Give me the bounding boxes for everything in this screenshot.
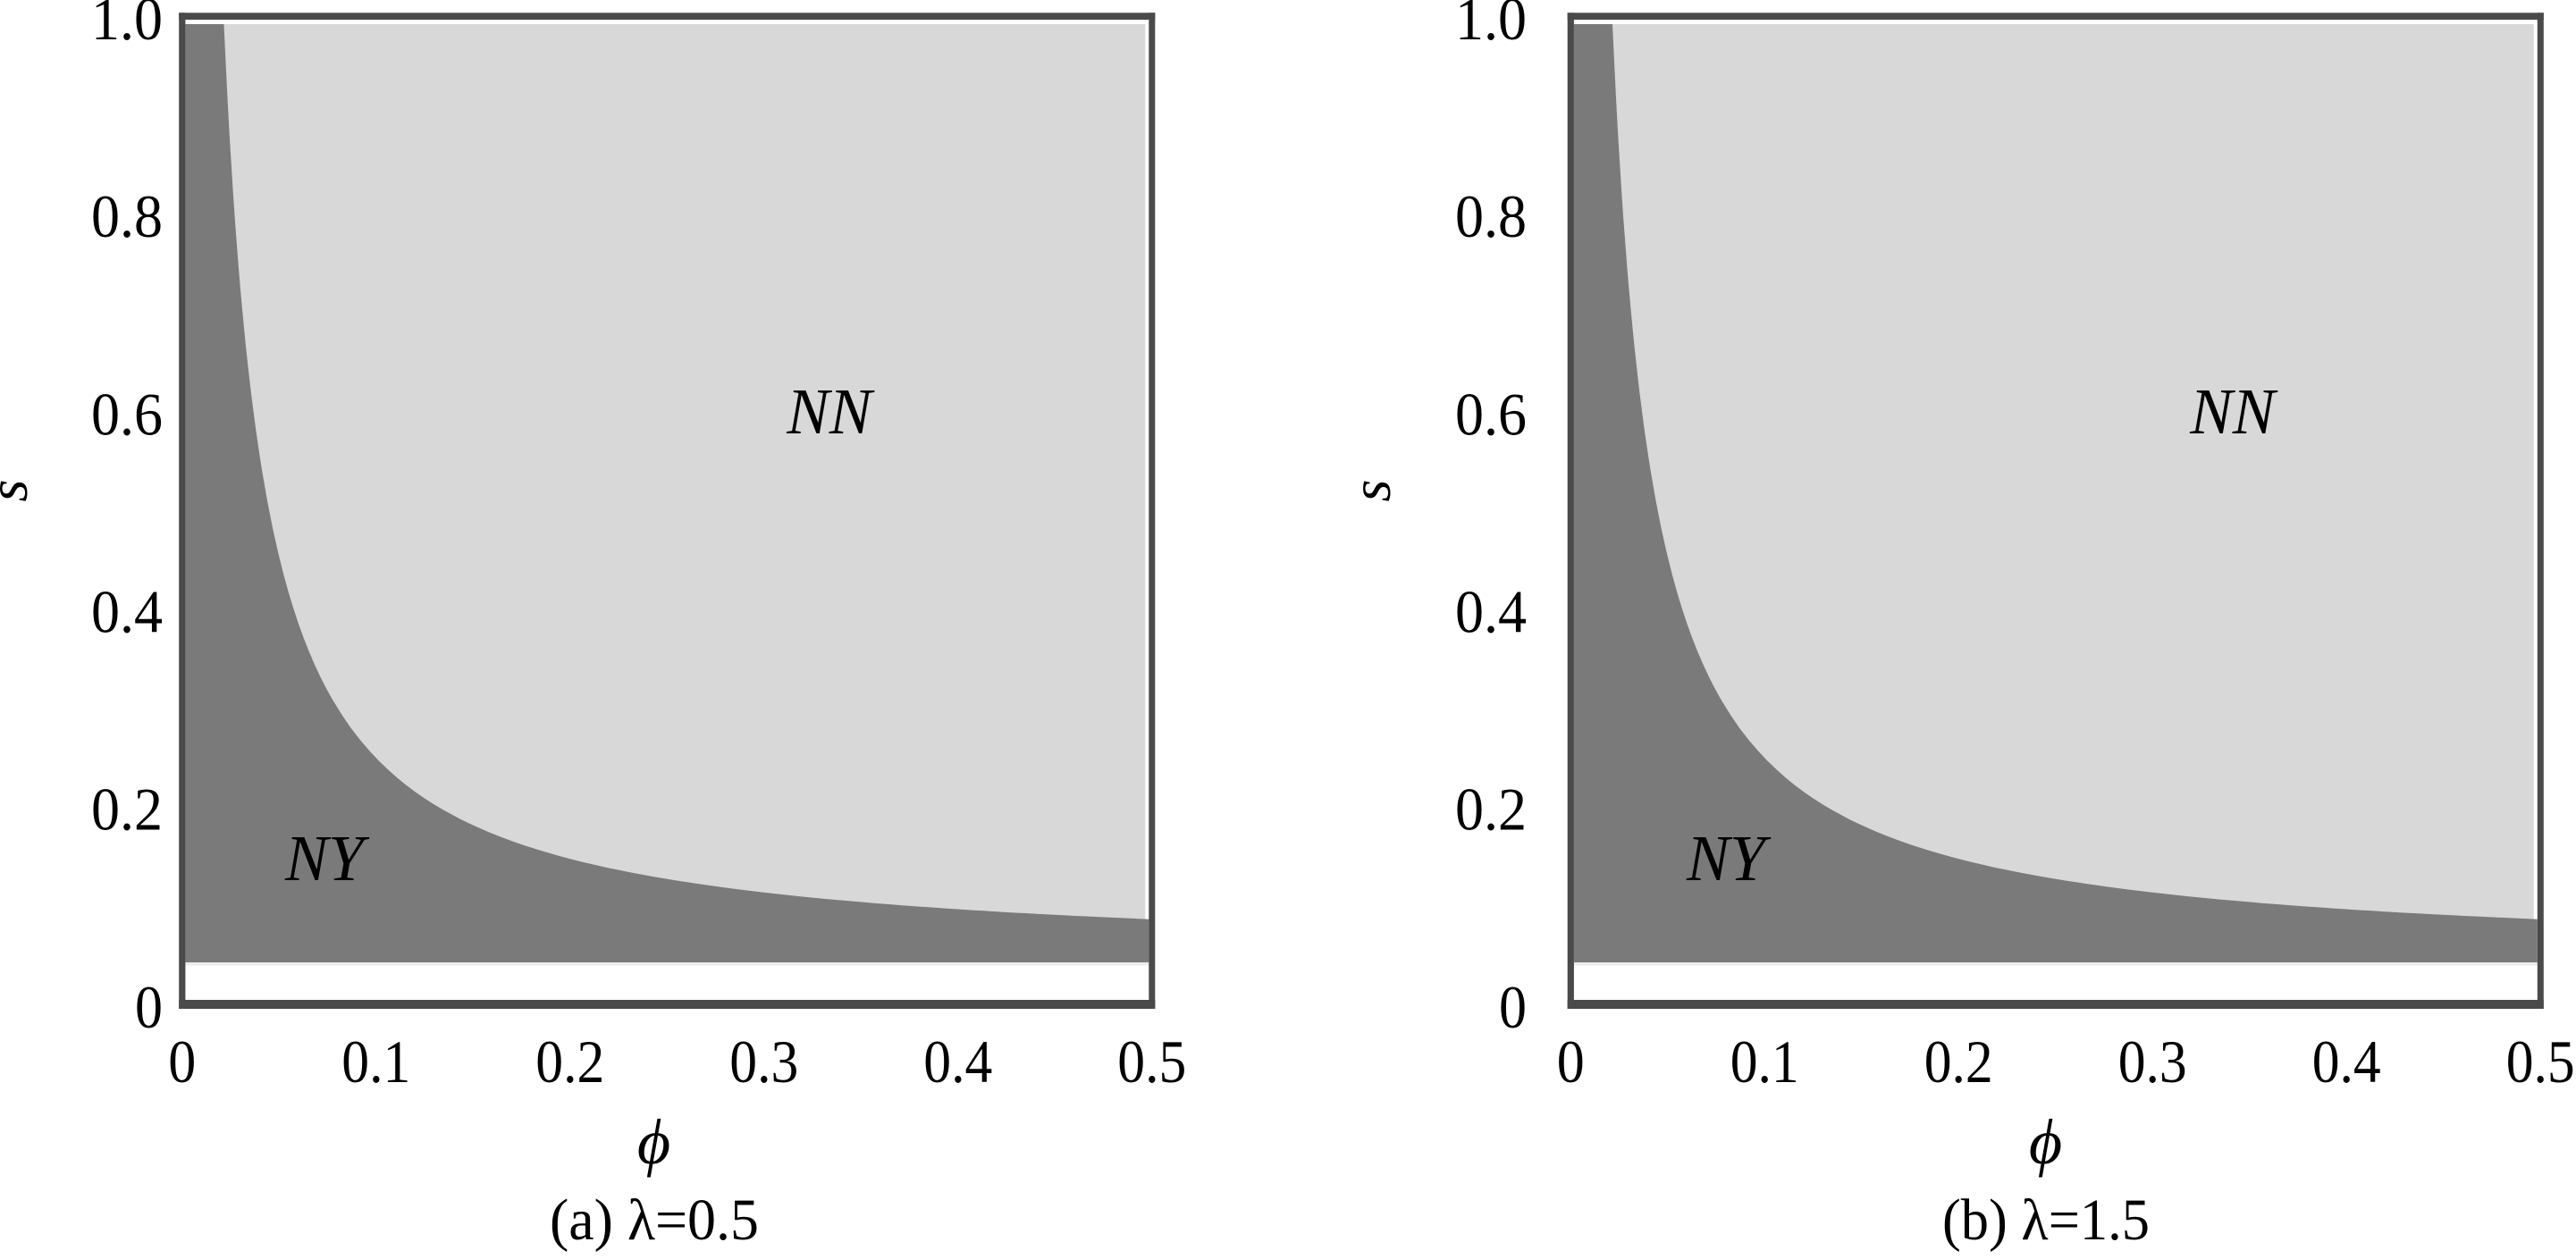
svg-text:0.1: 0.1	[341, 1028, 410, 1095]
svg-text:0.2: 0.2	[535, 1028, 604, 1095]
svg-text:ϕ: ϕ	[2029, 1106, 2062, 1178]
svg-text:NN: NN	[786, 375, 875, 448]
svg-text:0.3: 0.3	[729, 1028, 798, 1095]
svg-text:0.4: 0.4	[2312, 1028, 2381, 1095]
svg-text:s: s	[0, 480, 39, 502]
svg-text:1.0: 1.0	[1455, 0, 1527, 53]
svg-text:0.8: 0.8	[91, 182, 163, 250]
svg-text:NY: NY	[284, 822, 370, 894]
svg-text:0.4: 0.4	[1455, 578, 1527, 646]
svg-text:0.6: 0.6	[91, 380, 163, 448]
svg-text:0: 0	[135, 973, 163, 1041]
svg-text:0.8: 0.8	[1455, 182, 1527, 250]
svg-text:0: 0	[1499, 973, 1527, 1041]
svg-text:0.4: 0.4	[923, 1028, 992, 1095]
svg-text:0.5: 0.5	[1117, 1028, 1186, 1095]
svg-text:0.5: 0.5	[2506, 1028, 2575, 1095]
svg-text:1.0: 1.0	[91, 0, 163, 53]
svg-text:0.2: 0.2	[1924, 1028, 1993, 1095]
svg-text:NN: NN	[2189, 375, 2278, 448]
svg-text:s: s	[1339, 480, 1402, 502]
svg-text:0.2: 0.2	[91, 776, 163, 844]
svg-text:NY: NY	[1686, 822, 1772, 894]
svg-text:(a) λ=0.5: (a) λ=0.5	[550, 1188, 759, 1253]
svg-text:0.1: 0.1	[1730, 1028, 1799, 1095]
svg-text:(b) λ=1.5: (b) λ=1.5	[1942, 1188, 2150, 1253]
svg-text:0.6: 0.6	[1455, 380, 1527, 448]
svg-text:0.3: 0.3	[2118, 1028, 2187, 1095]
svg-text:ϕ: ϕ	[637, 1106, 670, 1178]
svg-text:0.4: 0.4	[91, 578, 163, 646]
svg-text:0: 0	[168, 1028, 196, 1095]
svg-text:0: 0	[1557, 1028, 1585, 1095]
svg-text:0.2: 0.2	[1455, 776, 1527, 844]
